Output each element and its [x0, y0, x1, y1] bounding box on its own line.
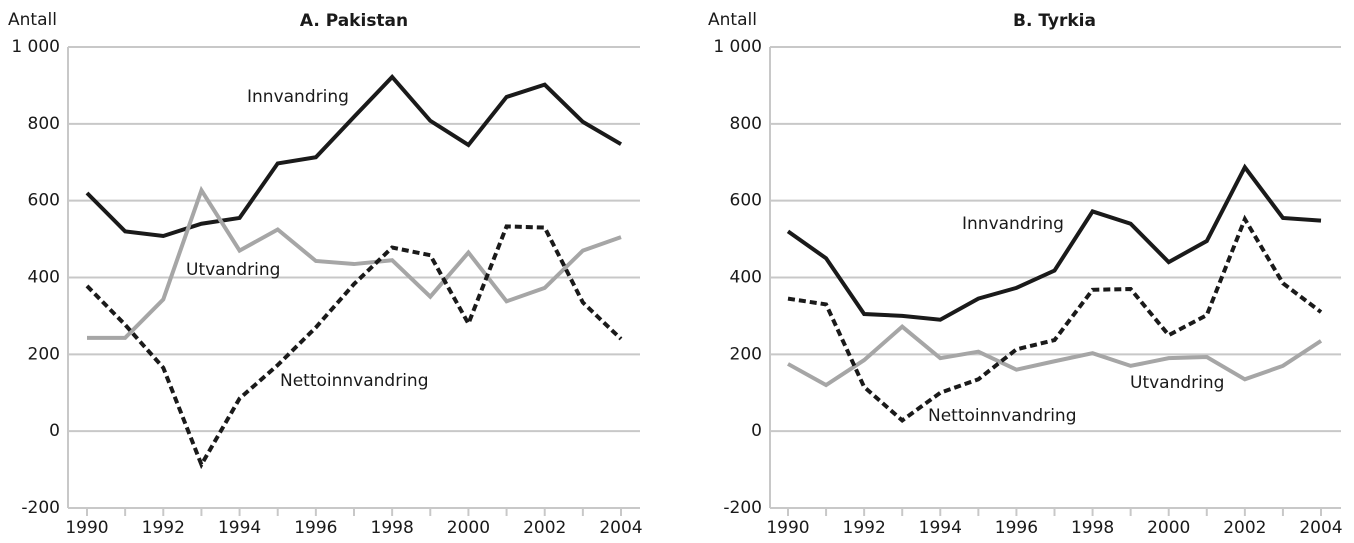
series-label: Nettoinnvandring [928, 406, 1077, 426]
y-tick-label: 800 [28, 114, 60, 134]
x-tick-label: 1990 [766, 518, 809, 538]
series-label: Utvandring [1130, 373, 1224, 393]
chart-title: A. Pakistan [300, 11, 408, 31]
x-tick-label: 2004 [1299, 518, 1342, 538]
series-line [786, 163, 1322, 322]
series-label: Nettoinnvandring [280, 371, 429, 391]
x-tick-label: 1996 [294, 518, 337, 538]
series-line [87, 185, 622, 340]
chart-title: B. Tyrkia [1013, 11, 1096, 31]
y-tick-label: -200 [21, 498, 60, 518]
x-tick-label: 1992 [843, 518, 886, 538]
y-tick-label: 600 [730, 191, 762, 211]
y-tick-label: 1 000 [713, 37, 762, 57]
series-line [85, 224, 623, 470]
y-axis-label: Antall [708, 10, 757, 30]
x-tick-label: 2000 [447, 518, 490, 538]
series-line [787, 214, 1323, 423]
x-tick-label: 1990 [65, 518, 108, 538]
x-tick-label: 1992 [142, 518, 185, 538]
y-axis-label: Antall [8, 10, 57, 30]
y-tick-label: 400 [730, 268, 762, 288]
y-tick-label: 0 [751, 421, 762, 441]
series-line [85, 73, 623, 239]
series-label: Innvandring [247, 87, 349, 107]
series-line [787, 324, 1323, 388]
x-tick-label: 1994 [218, 518, 261, 538]
y-tick-label: 600 [28, 191, 60, 211]
x-tick-label: 2002 [1223, 518, 1266, 538]
x-tick-label: 2000 [1147, 518, 1190, 538]
series-label: Utvandring [186, 260, 280, 280]
y-tick-label: -200 [723, 498, 762, 518]
x-tick-label: 2002 [523, 518, 566, 538]
x-tick-label: 1998 [1071, 518, 1114, 538]
series-label: Innvandring [962, 214, 1064, 234]
y-tick-label: 200 [730, 344, 762, 364]
y-tick-label: 400 [28, 268, 60, 288]
x-tick-label: 1998 [371, 518, 414, 538]
y-tick-label: 1 000 [11, 37, 60, 57]
x-tick-label: 2004 [599, 518, 642, 538]
y-tick-label: 200 [28, 344, 60, 364]
y-tick-label: 800 [730, 114, 762, 134]
x-tick-label: 1996 [995, 518, 1038, 538]
y-tick-label: 0 [49, 421, 60, 441]
x-tick-label: 1994 [919, 518, 962, 538]
